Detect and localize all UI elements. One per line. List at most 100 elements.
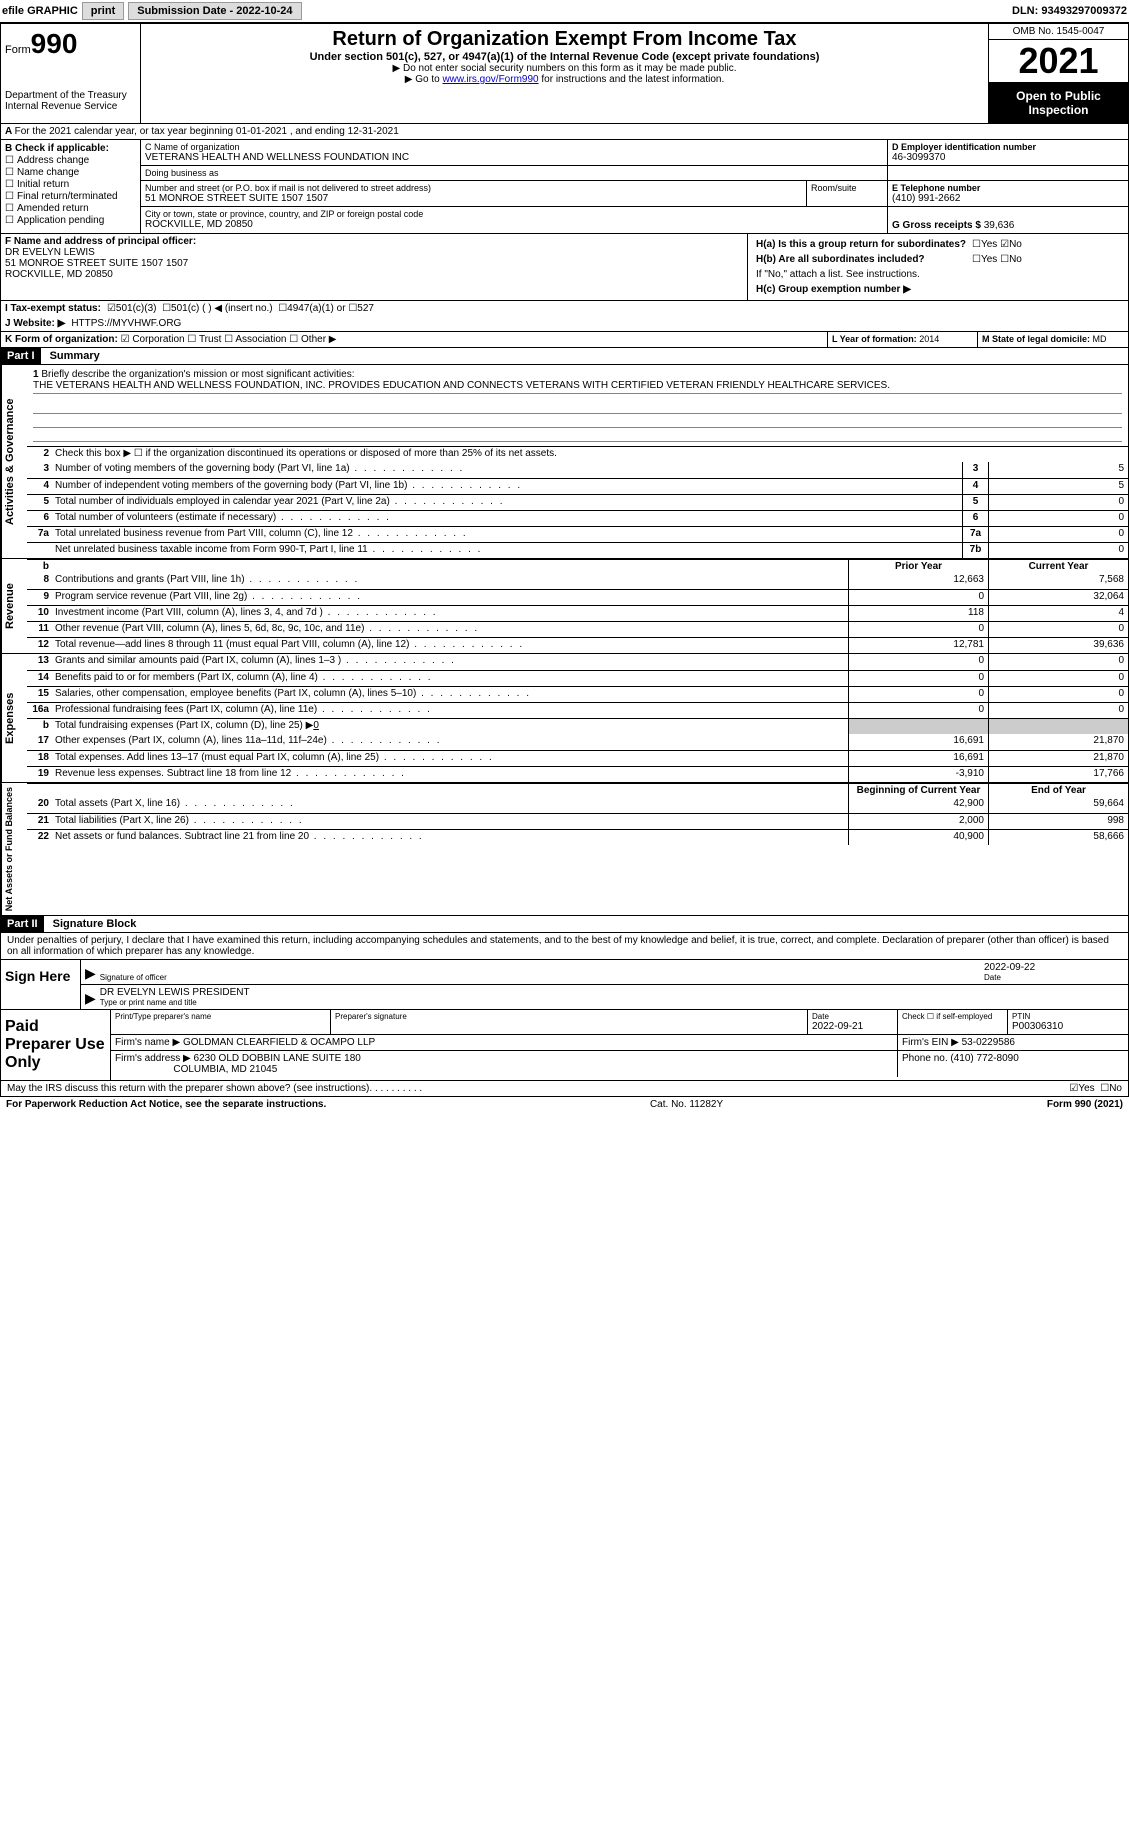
chk-assoc[interactable] <box>224 334 233 345</box>
ha-label: H(a) Is this a group return for subordin… <box>756 239 966 250</box>
ha-no[interactable] <box>1000 239 1009 250</box>
omb-number: OMB No. 1545-0047 <box>989 24 1128 40</box>
current-val: 59,664 <box>988 797 1128 813</box>
box-b: B Check if applicable: Address change Na… <box>1 140 141 233</box>
self-emp-chk[interactable]: Check ☐ if self-employed <box>902 1012 1003 1021</box>
efile-label: efile GRAPHIC <box>2 5 78 17</box>
firm-name: GOLDMAN CLEARFIELD & OCAMPO LLP <box>183 1037 375 1048</box>
ha-yes[interactable] <box>972 239 981 250</box>
line-19: 19 Revenue less expenses. Subtract line … <box>27 766 1128 782</box>
chk-other[interactable] <box>289 334 298 345</box>
ln-num: 21 <box>27 814 53 829</box>
ln-text: Revenue less expenses. Subtract line 18 … <box>53 767 848 782</box>
prior-val: 2,000 <box>848 814 988 829</box>
prior-val: -3,910 <box>848 767 988 782</box>
part2-header: Part II Signature Block <box>0 916 1129 933</box>
chk-final-return[interactable]: Final return/terminated <box>5 191 136 202</box>
part1-hdr: Part I <box>1 348 41 364</box>
current-val: 17,766 <box>988 767 1128 782</box>
chk-4947[interactable] <box>278 303 287 314</box>
part2-hdr: Part II <box>1 916 44 932</box>
l-label: L Year of formation: <box>832 334 917 344</box>
chk-527[interactable] <box>348 303 357 314</box>
hb-yes[interactable] <box>972 254 981 265</box>
chk-trust[interactable] <box>187 334 196 345</box>
prep-name-lbl: Print/Type preparer's name <box>115 1012 326 1021</box>
chk-name-change[interactable]: Name change <box>5 167 136 178</box>
discuss-yes[interactable] <box>1069 1083 1078 1094</box>
firm-addr-lbl: Firm's address ▶ <box>115 1053 191 1064</box>
ln-num: 22 <box>27 830 53 845</box>
discuss-text: May the IRS discuss this return with the… <box>7 1083 369 1094</box>
blank-line <box>33 428 1122 442</box>
box-c-addr: Number and street (or P.O. box if mail i… <box>141 181 888 206</box>
current-val: 0 <box>988 703 1128 718</box>
f-label: F Name and address of principal officer: <box>5 236 743 247</box>
vlabel-rev: Revenue <box>1 559 27 653</box>
gov-line-6: 6 Total number of volunteers (estimate i… <box>27 510 1128 526</box>
ln-text: Total expenses. Add lines 13–17 (must eq… <box>53 751 848 766</box>
ln-num: 17 <box>27 734 53 750</box>
ln-box: 7b <box>962 543 988 558</box>
line-1-mission: 1 Briefly describe the organization's mi… <box>27 365 1128 446</box>
form-number: Form990 <box>5 28 136 60</box>
chk-501c3[interactable] <box>107 303 116 314</box>
ln-num: 19 <box>27 767 53 782</box>
irs-link[interactable]: www.irs.gov/Form990 <box>442 74 538 85</box>
dln-label: DLN: 93493297009372 <box>1012 5 1127 17</box>
officer-addr1: 51 MONROE STREET SUITE 1507 1507 <box>5 258 743 269</box>
gross-receipts: 39,636 <box>984 220 1015 231</box>
prior-val: 0 <box>848 703 988 718</box>
ln-num: 11 <box>27 622 53 637</box>
m-label: M State of legal domicile: <box>982 334 1090 344</box>
vlabel-gov: Activities & Governance <box>1 365 27 558</box>
ln-text: Program service revenue (Part VIII, line… <box>53 590 848 605</box>
addr-label: Number and street (or P.O. box if mail i… <box>145 183 802 193</box>
dept-label: Department of the Treasury Internal Reve… <box>5 90 136 112</box>
line16b-text: Total fundraising expenses (Part IX, col… <box>53 719 848 734</box>
firm-addr2: COLUMBIA, MD 21045 <box>173 1064 277 1075</box>
ln-text: Benefits paid to or for members (Part IX… <box>53 671 848 686</box>
header-right: OMB No. 1545-0047 2021 Open to Public In… <box>988 24 1128 123</box>
box-c-dba: Doing business as <box>141 166 888 180</box>
print-button[interactable]: print <box>82 2 124 20</box>
ln-num: 18 <box>27 751 53 766</box>
goto-pre: ▶ Go to <box>405 74 443 85</box>
line-2: 2 Check this box ▶ ☐ if the organization… <box>27 446 1128 462</box>
chk-app-pending[interactable]: Application pending <box>5 215 136 226</box>
chk-amended[interactable]: Amended return <box>5 203 136 214</box>
ln-box: 5 <box>962 495 988 510</box>
prep-date-lbl: Date <box>812 1012 893 1021</box>
ln-text: Total number of volunteers (estimate if … <box>53 511 962 526</box>
discuss-row: May the IRS discuss this return with the… <box>0 1081 1129 1097</box>
ln-num: 12 <box>27 638 53 653</box>
ln-num: 10 <box>27 606 53 621</box>
ln-val: 0 <box>988 543 1128 558</box>
chk-501c[interactable] <box>162 303 171 314</box>
ein-value: 46-3099370 <box>892 152 1124 163</box>
firm-phone-lbl: Phone no. <box>902 1053 948 1064</box>
blank-line <box>33 400 1122 414</box>
box-h: H(a) Is this a group return for subordin… <box>748 234 1128 300</box>
officer-name-title: DR EVELYN LEWIS PRESIDENT <box>100 987 1124 998</box>
submission-date-button[interactable]: Submission Date - 2022-10-24 <box>128 2 301 20</box>
ln-text: Investment income (Part VIII, column (A)… <box>53 606 848 621</box>
line-16b: b Total fundraising expenses (Part IX, c… <box>27 718 1128 734</box>
c-name-label: C Name of organization <box>145 142 883 152</box>
tax-year-text: For the 2021 calendar year, or tax year … <box>15 126 399 137</box>
line-9: 9 Program service revenue (Part VIII, li… <box>27 589 1128 605</box>
b-label: b <box>27 560 53 573</box>
ln-text: Other revenue (Part VIII, column (A), li… <box>53 622 848 637</box>
discuss-no[interactable] <box>1100 1083 1109 1094</box>
gov-line-7a: 7a Total unrelated business revenue from… <box>27 526 1128 542</box>
line-20: 20 Total assets (Part X, line 16) 42,900… <box>27 797 1128 813</box>
chk-corp[interactable] <box>121 334 130 345</box>
hb-no[interactable] <box>1000 254 1009 265</box>
sig-officer-sub: Signature of officer <box>100 973 984 982</box>
chk-initial-return[interactable]: Initial return <box>5 179 136 190</box>
ln-num: 7a <box>27 527 53 542</box>
footer-left: For Paperwork Reduction Act Notice, see … <box>6 1099 326 1110</box>
chk-address-change[interactable]: Address change <box>5 155 136 166</box>
expenses-section: Expenses 13 Grants and similar amounts p… <box>0 654 1129 783</box>
gov-line-4: 4 Number of independent voting members o… <box>27 478 1128 494</box>
